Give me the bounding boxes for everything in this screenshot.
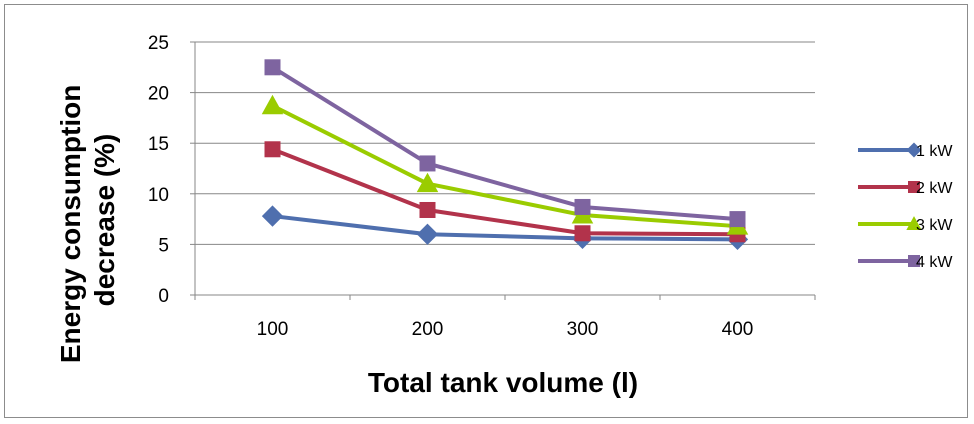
data-point-200 — [419, 155, 436, 172]
legend-marker — [906, 216, 922, 230]
y-tick-label-5: 5 — [158, 235, 169, 256]
x-tick-label-300: 300 — [567, 319, 599, 340]
legend-item-2-kw: 2 kW — [858, 180, 953, 197]
series-line — [271, 147, 738, 237]
legend-item-4-kw: 4 kW — [858, 254, 953, 271]
legend-marker — [908, 255, 920, 267]
data-point-200 — [419, 201, 436, 218]
data-point-400 — [729, 211, 746, 228]
axes — [190, 41, 816, 300]
series-group — [261, 59, 749, 250]
legend-label: 3 kW — [916, 217, 953, 234]
data-point-200 — [416, 172, 439, 193]
data-point-100 — [264, 141, 281, 158]
y-tick-label-25: 25 — [148, 33, 169, 54]
legend-item-1-kw: 1 kW — [858, 142, 953, 160]
data-point-300 — [574, 198, 591, 215]
y-axis-title-line-2: decrease (%) — [89, 134, 120, 307]
legend-label: 2 kW — [916, 180, 953, 197]
data-point-100 — [264, 59, 281, 76]
legend: 1 kW 2 kW 3 kW 4 kW — [858, 142, 953, 271]
y-tick-labels: 0 5 10 15 20 25 — [148, 33, 169, 307]
legend-label: 4 kW — [916, 254, 953, 271]
series-4-kw — [264, 59, 746, 228]
gridlines — [195, 41, 815, 245]
series-2-kw — [264, 141, 746, 243]
y-tick-label-15: 15 — [148, 134, 169, 155]
legend-label: 1 kW — [916, 143, 953, 160]
legend-item-3-kw: 3 kW — [858, 216, 953, 234]
y-tick-label-20: 20 — [148, 84, 169, 105]
x-tick-label-400: 400 — [722, 319, 754, 340]
legend-marker — [906, 142, 922, 158]
data-point-200 — [416, 223, 439, 245]
x-tick-labels: 100 200 300 400 — [257, 319, 754, 340]
y-tick-label-0: 0 — [158, 286, 169, 307]
series-line — [272, 214, 738, 242]
series-3-kw — [261, 94, 749, 235]
y-tick-label-10: 10 — [148, 185, 169, 206]
x-tick-label-100: 100 — [257, 319, 289, 340]
series-line — [271, 103, 738, 229]
y-axis-title-line-1: Energy consumption — [55, 85, 86, 363]
series-line — [271, 65, 738, 222]
legend-marker — [908, 181, 920, 193]
data-point-300 — [574, 225, 591, 242]
x-tick-label-200: 200 — [412, 319, 444, 340]
x-axis-title: Total tank volume (l) — [368, 367, 638, 398]
y-axis-title: Energy consumption decrease (%) — [55, 77, 120, 363]
chart-frame — [4, 4, 968, 418]
data-point-100 — [261, 205, 284, 227]
data-point-100 — [261, 94, 284, 115]
